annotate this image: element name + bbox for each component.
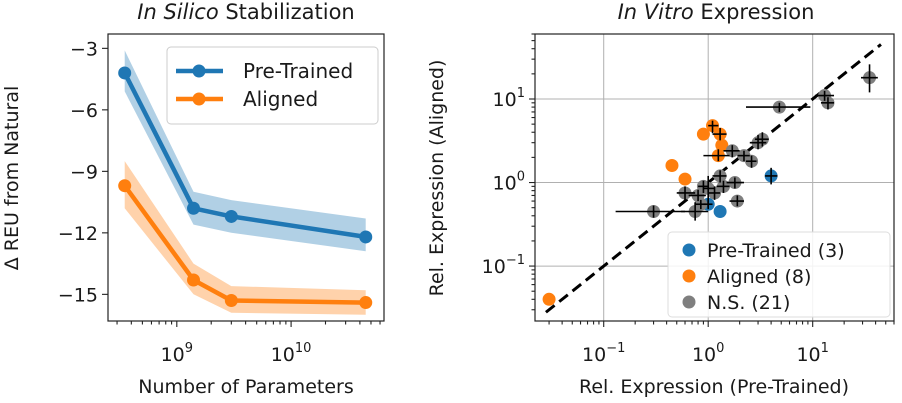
legend-marker-pretrained <box>192 64 206 78</box>
aligned-point <box>715 138 729 152</box>
pre-trained-point <box>118 66 132 80</box>
pre-trained-confidence-band <box>124 50 366 252</box>
right-chart-title: In Vitro Expression <box>618 0 815 24</box>
right-x-tick-label: 100 <box>692 341 724 366</box>
left-y-tick-label: −3 <box>70 38 98 60</box>
left-chart: In Silico Stabilization −3 −6 −9 −12 −15 109… <box>1 0 385 398</box>
right-y-tick-label: 10−1 <box>482 253 525 278</box>
pre-trained-point <box>713 205 727 219</box>
legend-marker-aligned-count <box>682 269 696 283</box>
pre-trained-point <box>359 230 373 244</box>
right-x-tick-label: 101 <box>796 341 828 366</box>
aligned-point <box>678 172 692 186</box>
left-y-tick-label: −12 <box>58 223 98 245</box>
legend-label-aligned-count: Aligned (8) <box>707 266 811 288</box>
left-legend-box <box>166 46 379 125</box>
right-y-tick-label: 101 <box>493 86 525 111</box>
right-y-axis-label: Rel. Expression (Aligned) <box>426 60 448 297</box>
left-x-tick-label: 109 <box>161 341 193 366</box>
confidence-bands <box>124 50 366 315</box>
aligned-point <box>665 158 679 172</box>
left-chart-title: In Silico Stabilization <box>137 0 354 24</box>
right-x-ticks: 10−1 100 101 <box>548 321 895 366</box>
aligned-point <box>696 127 710 141</box>
right-legend-box <box>667 231 891 318</box>
error-bars <box>615 64 878 221</box>
legend-marker-ns-count <box>682 295 696 309</box>
left-title-italic: In Silico <box>137 0 218 24</box>
series-points <box>118 66 373 310</box>
left-y-tick-label: −9 <box>70 161 98 183</box>
legend-label-pretrained-count: Pre-Trained (3) <box>707 240 845 262</box>
right-x-tick-label: 10−1 <box>582 341 625 366</box>
left-y-tick-label: −15 <box>58 284 98 306</box>
aligned-confidence-band <box>124 161 366 315</box>
right-title-italic: In Vitro <box>618 0 694 24</box>
pre-trained-line <box>122 71 367 240</box>
right-title-rest: Expression <box>694 0 815 24</box>
left-x-tick-label: 1010 <box>271 341 312 366</box>
right-y-tick-label: 100 <box>493 170 525 195</box>
aligned-point <box>224 294 238 307</box>
left-y-axis-label: Δ REU from Natural <box>1 86 23 271</box>
left-legend: Pre-Trained Aligned <box>166 46 379 125</box>
aligned-line <box>122 184 366 305</box>
left-x-axis-label: Number of Parameters <box>138 376 353 398</box>
left-title-rest: Stabilization <box>219 0 355 24</box>
pre-trained-point <box>224 209 238 223</box>
right-plot-frame <box>534 33 895 322</box>
aligned-point <box>542 292 556 306</box>
left-y-tick-label: −6 <box>70 100 98 122</box>
legend-label-ns-count: N.S. (21) <box>707 292 790 314</box>
left-y-ticks: −3 −6 −9 −12 −15 <box>58 38 108 306</box>
aligned-point <box>187 273 201 287</box>
legend-marker-pretrained-count <box>682 243 696 257</box>
series-lines <box>122 71 367 305</box>
right-x-axis-label: Rel. Expression (Pre-Trained) <box>579 376 849 398</box>
legend-label-aligned: Aligned <box>243 87 318 111</box>
left-x-ticks: 109 1010 <box>116 321 381 366</box>
right-legend: Pre-Trained (3) Aligned (8) N.S. (21) <box>667 231 891 318</box>
legend-label-pretrained: Pre-Trained <box>243 59 353 83</box>
aligned-point <box>359 296 373 310</box>
aligned-point <box>118 179 132 193</box>
pre-trained-point <box>187 201 201 215</box>
legend-marker-aligned <box>192 92 206 106</box>
right-y-ticks: 10−1 100 101 <box>482 33 535 311</box>
